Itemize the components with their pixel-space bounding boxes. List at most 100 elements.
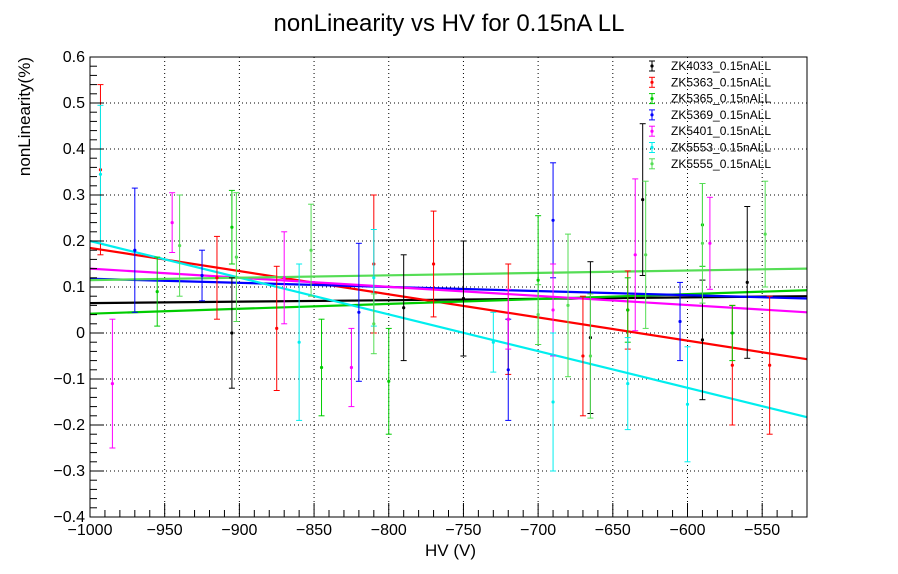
data-point — [550, 162, 557, 279]
data-point — [490, 311, 497, 373]
point-marker — [98, 172, 103, 176]
data-point — [370, 293, 377, 355]
legend-marker — [650, 162, 654, 166]
point-marker — [110, 382, 115, 386]
legend-marker — [650, 129, 654, 133]
data-point — [308, 203, 315, 297]
legend-label: ZK5555_0.15nALL — [671, 157, 771, 171]
point-marker — [730, 363, 734, 367]
legend-marker — [650, 113, 654, 117]
x-tick-label: −800 — [371, 522, 407, 539]
point-marker — [551, 218, 555, 222]
data-point — [565, 233, 571, 378]
fit-line — [89, 267, 808, 282]
point-marker — [275, 326, 279, 330]
data-point — [550, 332, 557, 472]
point-marker — [133, 248, 137, 252]
point-marker — [536, 313, 540, 317]
point-marker — [319, 365, 324, 370]
data-point — [430, 210, 437, 318]
data-point — [213, 235, 220, 320]
point-marker — [372, 276, 376, 280]
legend-entry: ZK5555_0.15nALL — [649, 157, 771, 171]
point-marker — [588, 354, 593, 358]
point-marker — [708, 241, 712, 245]
data-point — [109, 318, 116, 449]
point-marker — [309, 248, 313, 252]
point-marker — [745, 280, 749, 284]
point-marker — [566, 303, 570, 307]
legend-entry: ZK5365_0.15nALL — [649, 92, 771, 106]
point-marker — [633, 253, 637, 257]
point-marker — [387, 379, 391, 383]
point-marker — [700, 241, 705, 245]
y-tick-label: 0.3 — [63, 187, 85, 204]
point-marker — [461, 296, 466, 301]
data-point — [699, 183, 706, 304]
legend-marker — [650, 145, 654, 150]
point-marker — [730, 331, 734, 335]
y-tick-label: −0.2 — [53, 417, 85, 434]
y-tick-label: −0.1 — [53, 371, 85, 388]
point-marker — [372, 322, 376, 326]
data-point — [154, 256, 161, 327]
data-point — [296, 263, 303, 421]
x-tick-label: −850 — [296, 522, 332, 539]
point-marker — [200, 273, 204, 278]
x-tick-label: −950 — [147, 522, 183, 539]
data-point — [744, 206, 751, 359]
legend-entry: ZK5363_0.15nALL — [649, 75, 771, 89]
y-tick-label: 0.1 — [63, 279, 85, 296]
data-point — [684, 346, 691, 463]
data-point — [281, 231, 288, 325]
legend-marker — [650, 97, 654, 101]
data-point — [639, 123, 646, 276]
point-marker — [536, 278, 540, 282]
chart-title: nonLinearity vs HV for 0.15nA LL — [274, 10, 625, 37]
axes: −1000 −950 −900 −850 −800 −750 −700 −650 −600 −55… — [53, 49, 808, 539]
x-tick-label: −700 — [520, 522, 556, 539]
point-marker — [491, 340, 495, 344]
point-marker — [506, 317, 510, 321]
x-tick-label: −900 — [221, 522, 257, 539]
legend-label: ZK5363_0.15nALL — [671, 75, 771, 89]
point-marker — [431, 262, 436, 266]
legend-label: ZK5365_0.15nALL — [671, 92, 771, 106]
legend-entry: ZK5553_0.15nALL — [649, 141, 771, 155]
point-marker — [234, 255, 238, 259]
x-tick-label: −550 — [744, 522, 780, 539]
point-marker — [230, 225, 234, 229]
point-marker — [678, 319, 682, 324]
legend-marker — [650, 80, 654, 84]
data-point — [228, 277, 235, 389]
point-marker — [215, 276, 219, 280]
data-point — [762, 180, 769, 288]
point-marker — [763, 232, 767, 236]
y-tick-label: 0.4 — [63, 141, 85, 158]
data-point — [169, 192, 176, 253]
legend-entry: ZK4033_0.15nALL — [649, 59, 771, 73]
x-tick-label: −650 — [595, 522, 631, 539]
data-point — [460, 240, 467, 357]
x-tick-label: −750 — [445, 522, 481, 539]
legend-label: ZK5401_0.15nALL — [671, 124, 771, 138]
point-marker — [170, 221, 174, 225]
data-point — [318, 318, 325, 417]
y-tick-label: −0.3 — [53, 463, 85, 480]
point-marker — [581, 354, 585, 358]
data-point — [505, 288, 512, 350]
fit-line — [89, 267, 808, 314]
x-axis-label: HV (V) — [425, 541, 476, 560]
data-point — [131, 187, 138, 313]
data-point — [706, 196, 713, 290]
point-marker — [626, 382, 630, 386]
legend-label: ZK5553_0.15nALL — [671, 141, 771, 155]
data-point — [228, 189, 235, 265]
legend-entry: ZK5369_0.15nALL — [649, 108, 771, 122]
data-point — [355, 242, 362, 382]
y-tick-label: 0 — [76, 325, 85, 342]
fit-lines — [89, 239, 808, 419]
point-marker — [685, 402, 690, 406]
point-marker — [768, 363, 772, 367]
